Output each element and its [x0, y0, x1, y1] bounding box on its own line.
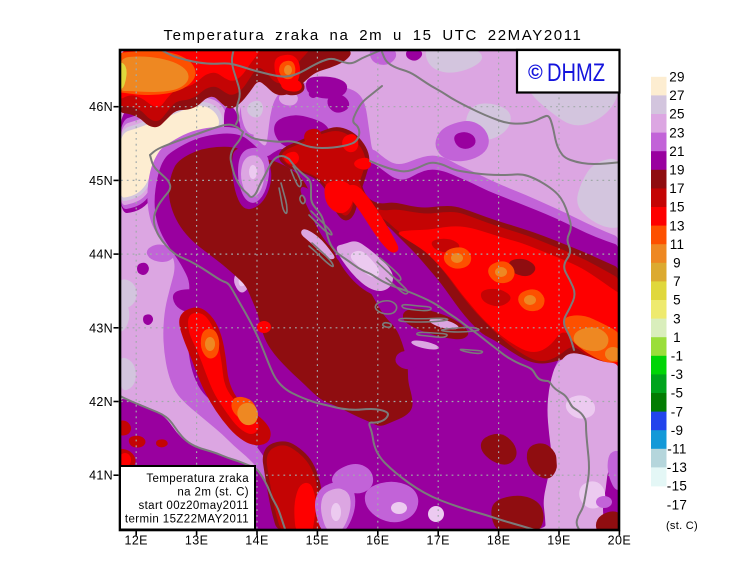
svg-text:45N: 45N — [89, 174, 113, 188]
svg-text:17: 17 — [669, 181, 685, 196]
svg-text:42N: 42N — [89, 395, 113, 409]
svg-text:21: 21 — [669, 144, 685, 159]
svg-text:11: 11 — [670, 237, 685, 252]
svg-text:27: 27 — [669, 88, 685, 103]
svg-text:7: 7 — [673, 274, 681, 289]
svg-text:-3: -3 — [671, 367, 684, 382]
svg-text:©: © — [528, 62, 543, 84]
svg-text:29: 29 — [669, 70, 685, 85]
svg-text:5: 5 — [673, 293, 681, 308]
svg-text:13: 13 — [669, 218, 685, 233]
svg-text:15: 15 — [669, 200, 685, 215]
svg-text:12E: 12E — [124, 534, 147, 548]
svg-text:DHMZ: DHMZ — [547, 59, 605, 87]
svg-text:-1: -1 — [671, 349, 684, 364]
svg-text:17E: 17E — [426, 534, 449, 548]
svg-text:15E: 15E — [306, 534, 329, 548]
svg-text:3: 3 — [673, 311, 681, 326]
svg-text:16E: 16E — [366, 534, 389, 548]
svg-text:-17: -17 — [667, 497, 687, 512]
svg-text:25: 25 — [669, 107, 685, 122]
svg-text:-9: -9 — [671, 423, 684, 438]
svg-text:Temperatura zraka na 2m u 15 U: Temperatura zraka na 2m u 15 UTC 22MAY20… — [164, 27, 583, 44]
svg-text:44N: 44N — [89, 248, 113, 262]
svg-text:41N: 41N — [89, 469, 113, 483]
svg-text:23: 23 — [669, 125, 685, 140]
svg-text:Temperatura zraka: Temperatura zraka — [146, 473, 249, 485]
svg-text:43N: 43N — [89, 321, 113, 335]
svg-text:19E: 19E — [547, 534, 570, 548]
svg-text:1: 1 — [673, 330, 681, 345]
svg-text:-11: -11 — [667, 442, 686, 457]
svg-text:20E: 20E — [608, 534, 631, 548]
svg-text:19: 19 — [669, 163, 685, 178]
svg-text:-7: -7 — [671, 404, 684, 419]
svg-text:-5: -5 — [671, 386, 684, 401]
svg-text:9: 9 — [673, 256, 681, 271]
svg-text:18E: 18E — [487, 534, 510, 548]
svg-text:-13: -13 — [667, 460, 687, 475]
svg-text:na 2m (st. C): na 2m (st. C) — [177, 487, 249, 499]
svg-text:-15: -15 — [667, 479, 687, 494]
svg-text:start 00z20may2011: start 00z20may2011 — [138, 500, 249, 512]
svg-text:13E: 13E — [185, 534, 208, 548]
svg-text:14E: 14E — [245, 534, 268, 548]
svg-text:termin 15Z22MAY2011: termin 15Z22MAY2011 — [125, 514, 249, 526]
svg-text:46N: 46N — [89, 100, 113, 114]
svg-text:(st. C): (st. C) — [666, 520, 698, 532]
